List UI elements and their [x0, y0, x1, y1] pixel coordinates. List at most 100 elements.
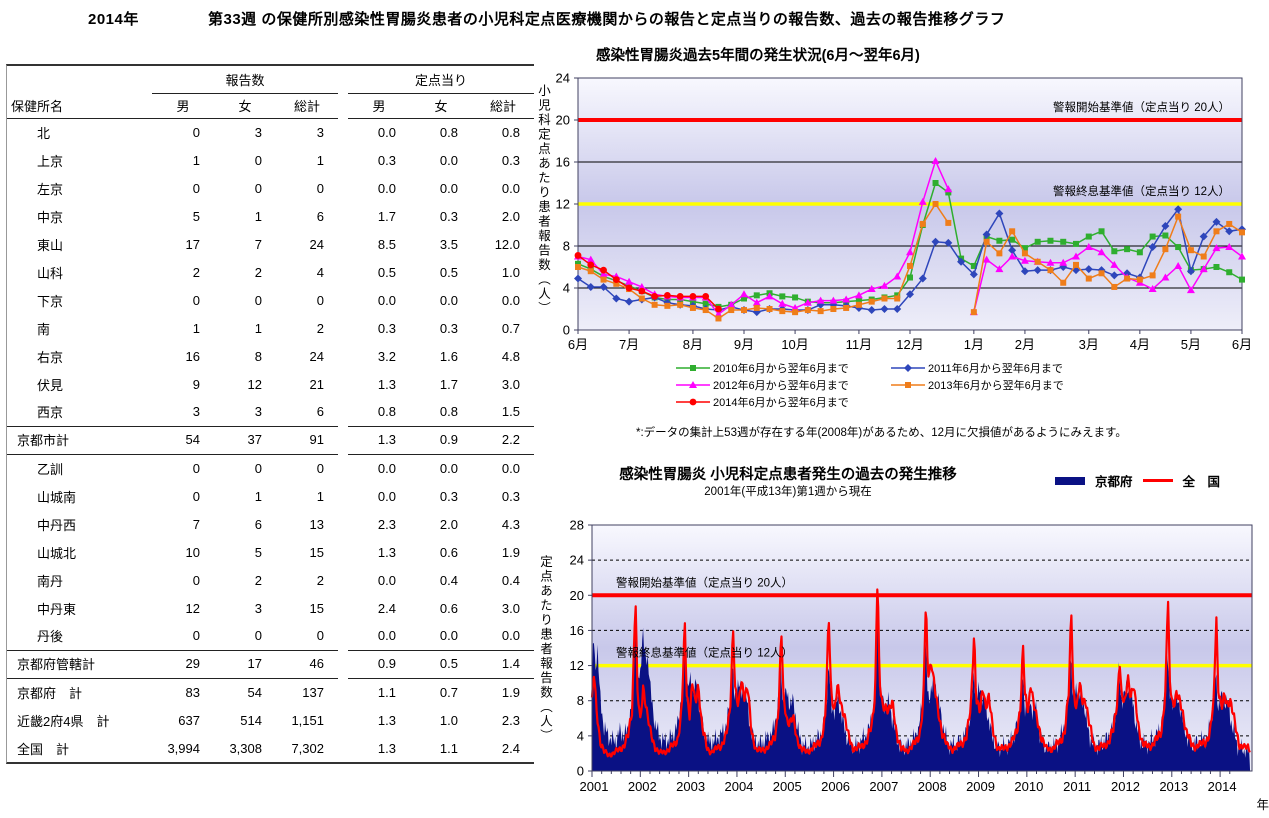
marker [1162, 246, 1169, 253]
marker [1148, 243, 1157, 252]
table-row: 中丹西 7 6 13 2.3 2.0 4.3 [7, 510, 534, 538]
marker [854, 291, 863, 299]
marker [1034, 258, 1041, 265]
row-label: 上京 [37, 153, 64, 169]
value-cell: 2 [254, 572, 262, 588]
value-cell: 0 [192, 488, 200, 504]
marker [741, 295, 747, 302]
table-row: 全国 計 3,994 3,308 7,302 1.3 1.1 2.4 [7, 734, 534, 762]
spacer-cell [338, 230, 348, 258]
x-tick-label: 8月 [683, 337, 703, 352]
marker [1060, 279, 1067, 286]
x-tick-label: 1月 [964, 337, 984, 352]
value-cell: 0.6 [439, 544, 458, 560]
x-tick-label: 2005 [773, 779, 802, 794]
marker [1021, 245, 1028, 252]
table-row: 中京 5 1 6 1.7 0.3 2.0 [7, 202, 534, 230]
value-cell: 0.5 [439, 264, 458, 280]
value-cell: 0.0 [410, 622, 472, 651]
marker [677, 301, 684, 308]
x-tick-label: 12月 [896, 337, 923, 352]
marker [1110, 260, 1119, 268]
marker [702, 307, 709, 314]
table-row: 南 1 1 2 0.3 0.3 0.7 [7, 314, 534, 342]
row-label: 北 [37, 125, 51, 141]
y-tick-label: 20 [556, 113, 570, 128]
marker [1186, 286, 1195, 294]
value-cell: 0.4 [501, 572, 520, 588]
value-cell: 0 [214, 622, 276, 651]
value-cell: 0.8 [501, 124, 520, 140]
value-cell: 15 [309, 600, 324, 616]
value-cell: 17 [214, 650, 276, 679]
marker [1174, 205, 1183, 214]
value-cell: 15 [309, 544, 324, 560]
value-cell: 4 [316, 264, 324, 280]
marker [1239, 229, 1245, 236]
value-cell: 0.6 [439, 600, 458, 616]
marker [1174, 261, 1183, 269]
value-cell: 1,151 [291, 712, 324, 728]
alert-start-annotation: 警報開始基準値（定点当り 20人） [1053, 100, 1230, 114]
path [904, 364, 912, 372]
value-cell: 12 [185, 600, 200, 616]
spacer-cell [338, 66, 348, 93]
health-center-table: 報告数 定点当り 保健所名男女総計男女総計北 0 3 3 0.0 0.8 0.8 上京 1 0 1 0.3… [6, 64, 534, 764]
marker [575, 260, 581, 267]
marker [970, 309, 977, 316]
x-tick-label: 2011 [1063, 779, 1091, 794]
marker [1162, 232, 1169, 239]
marker [1136, 276, 1143, 283]
value-cell: 1.9 [501, 544, 520, 560]
value-cell: 4.3 [501, 516, 520, 532]
marker [779, 293, 786, 300]
marker [625, 284, 633, 292]
x-tick-label: 2014 [1208, 779, 1237, 794]
x-tick-label: 2001 [580, 779, 609, 794]
marker [1009, 228, 1016, 235]
value-cell: 0.8 [410, 398, 472, 427]
legend-item: 2013年6月から翌年6月まで [891, 377, 1106, 393]
y-tick-label: 12 [556, 197, 570, 212]
kyoto-legend-label: 京都府 [1095, 475, 1133, 489]
table-row: 南丹 0 2 2 0.0 0.4 0.4 [7, 566, 534, 594]
table-row: 中丹東 12 3 15 2.4 0.6 3.0 [7, 594, 534, 622]
table-row: 西京 3 3 6 0.8 0.8 1.5 [7, 398, 534, 427]
spacer-cell [338, 398, 348, 426]
reports-group-header: 報告数 [152, 66, 338, 94]
row-label: 西京 [7, 398, 152, 427]
marker [970, 262, 977, 269]
value-cell: 6 [276, 398, 338, 427]
value-cell: 3 [254, 600, 262, 616]
marker [651, 301, 658, 308]
bottom-chart-subtitle: 2001年(平成13年)第1週から現在 [704, 486, 872, 498]
top-chart-footnote: *:データの集計上53週が存在する年(2008年)があるため、12月に欠損値があ… [636, 427, 1127, 439]
value-cell: 0.0 [439, 292, 458, 308]
value-cell: 0.3 [377, 152, 396, 168]
value-cell: 8.5 [377, 236, 396, 252]
y-tick-label: 8 [563, 239, 570, 254]
value-cell: 1.7 [439, 376, 458, 392]
marker [1046, 258, 1055, 266]
legend-label: 2012年6月から翌年6月まで [713, 380, 849, 392]
marker [1136, 249, 1143, 256]
marker [894, 292, 901, 299]
spacer-cell [338, 342, 348, 370]
spacer-cell [338, 286, 348, 314]
value-cell: 0.5 [410, 650, 472, 679]
marker [1047, 267, 1054, 274]
marker [727, 300, 736, 308]
alert-end-annotation: 警報終息基準値（定点当り 12人） [616, 646, 793, 660]
row-label: 丹後 [7, 622, 152, 651]
value-cell: 24 [309, 236, 324, 252]
value-cell: 3 [316, 124, 324, 140]
table-row: 京都府 計 83 54 137 1.1 0.7 1.9 [7, 678, 534, 706]
marker [1111, 283, 1118, 290]
marker [1161, 222, 1170, 231]
value-cell: 2 [192, 264, 200, 280]
value-cell: 2.3 [501, 712, 520, 728]
table-row: 京都府管轄計 29 17 46 0.9 0.5 1.4 [7, 650, 534, 679]
spacer-cell [338, 202, 348, 230]
value-cell: 3,994 [167, 740, 200, 756]
value-cell: 2 [316, 572, 324, 588]
